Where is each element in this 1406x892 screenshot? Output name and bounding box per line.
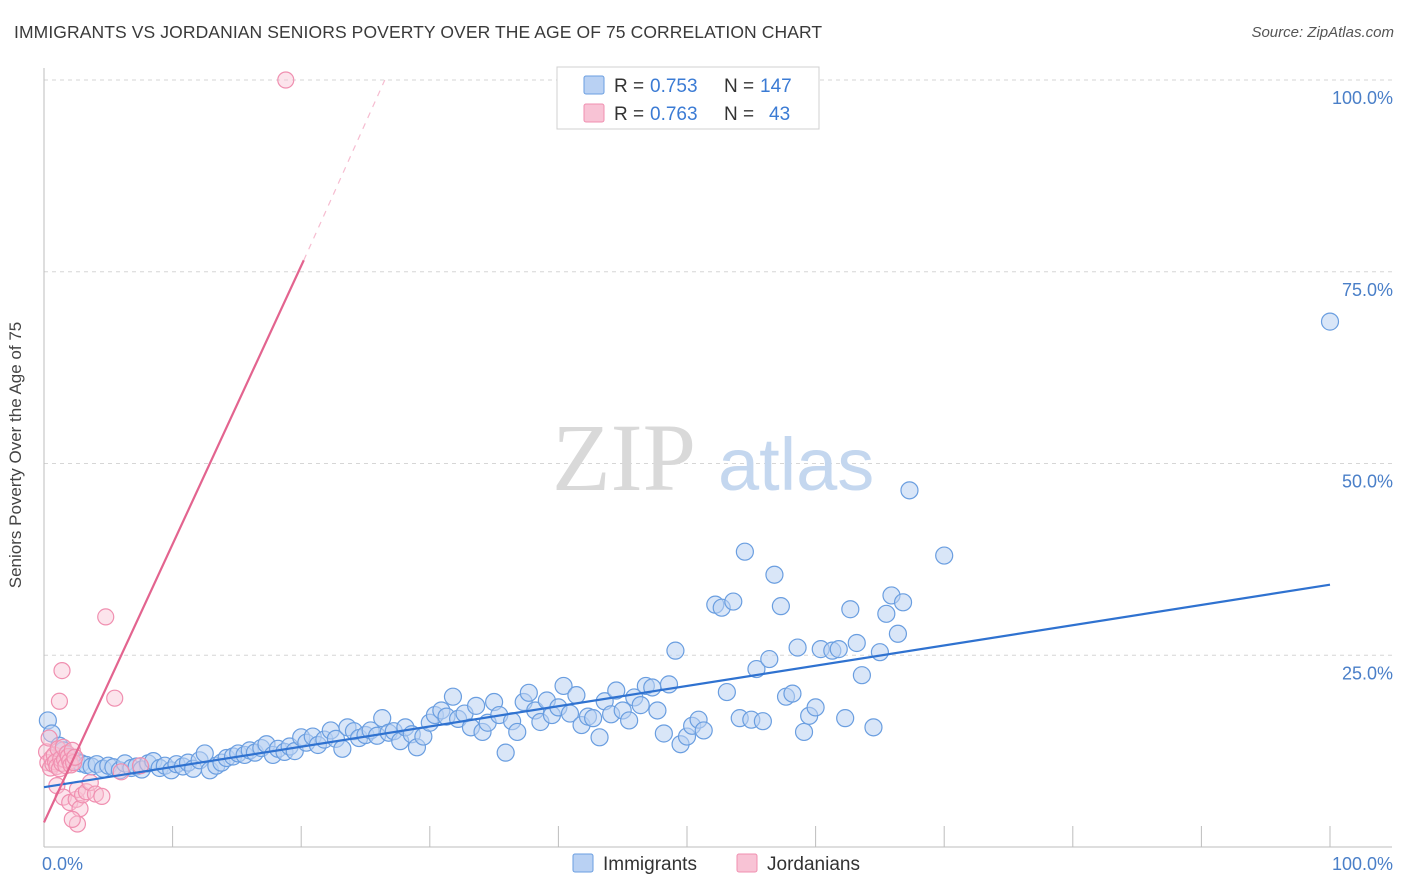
jordanians-point — [93, 787, 111, 805]
r-label-jordanians: R = — [614, 104, 644, 125]
jordanians-point — [131, 757, 150, 775]
immigrants-point — [900, 481, 919, 500]
jordanians-point — [68, 815, 87, 833]
immigrants-point — [847, 633, 866, 653]
jordanians-point — [53, 661, 71, 680]
immigrants-point — [841, 600, 860, 619]
chart-title: IMMIGRANTS VS JORDANIAN SENIORS POVERTY … — [14, 22, 823, 42]
immigrants-point — [717, 682, 736, 702]
axis-layer: 25.0% 50.0% 75.0% 100.0% 0.0% 100.0% — [42, 68, 1393, 874]
immigrants-point — [590, 728, 609, 747]
y-tick-label: 25.0% — [1342, 663, 1393, 683]
immigrants-point — [836, 709, 855, 728]
immigrants-point — [620, 711, 639, 730]
immigrants-point — [694, 721, 713, 740]
immigrants-point — [877, 604, 896, 623]
points-layer — [37, 71, 1340, 833]
immigrants-point — [888, 624, 908, 643]
n-value-immigrants: 147 — [760, 76, 792, 97]
immigrants-point — [935, 546, 954, 565]
immigrants-point — [771, 597, 790, 616]
grid-layer — [44, 79, 1392, 656]
immigrants-point — [519, 683, 538, 702]
immigrants-point — [788, 638, 807, 657]
immigrants-point — [496, 743, 515, 762]
jordanians-trend-line — [43, 259, 305, 823]
immigrants-point — [584, 709, 603, 728]
immigrants-point — [554, 676, 573, 696]
source-credit: Source: ZipAtlas.com — [1251, 24, 1394, 41]
immigrants-point — [765, 565, 784, 584]
r-label-immigrants: R = — [614, 76, 644, 97]
immigrants-point — [466, 696, 486, 715]
y-tick-label: 75.0% — [1342, 280, 1393, 300]
immigrants-point — [783, 684, 802, 703]
watermark: ZIP atlas — [552, 404, 874, 511]
immigrants-point — [760, 649, 779, 669]
x-tick-label: 100.0% — [1332, 854, 1393, 874]
r-value-immigrants: 0.753 — [650, 76, 698, 97]
jordanians-point — [277, 71, 295, 89]
immigrants-point — [666, 641, 685, 660]
jordanians-point — [63, 810, 81, 828]
n-label-immigrants: N = — [724, 76, 754, 97]
immigrants-point — [1320, 312, 1340, 331]
immigrants-point — [794, 722, 814, 742]
x-tick-label: 0.0% — [42, 854, 83, 874]
legend-immigrants-swatch — [572, 853, 594, 873]
stats-box: R = 0.753 N = 147 R = 0.763 N = 43 — [556, 66, 820, 130]
n-label-jordanians: N = — [724, 104, 754, 125]
jordanians-swatch — [583, 103, 605, 123]
watermark-atlas: atlas — [718, 423, 874, 506]
y-tick-label: 50.0% — [1342, 472, 1393, 492]
n-value-jordanians: 43 — [769, 104, 790, 125]
immigrants-point — [333, 739, 352, 758]
jordanians-point — [97, 608, 115, 626]
legend-jordanians-label: Jordanians — [767, 854, 860, 875]
immigrants-point — [631, 696, 650, 715]
y-tick-label: 100.0% — [1332, 88, 1393, 108]
immigrants-trend-line — [43, 583, 1331, 789]
immigrants-swatch — [583, 75, 605, 95]
trend-layer — [43, 79, 1331, 823]
immigrants-point — [508, 722, 527, 742]
immigrants-point — [724, 592, 743, 611]
immigrants-point — [864, 718, 883, 737]
immigrants-point — [893, 593, 913, 612]
immigrants-point — [806, 698, 825, 717]
watermark-zip: ZIP — [552, 404, 696, 511]
legend-immigrants-label: Immigrants — [603, 854, 697, 875]
immigrants-point — [829, 640, 848, 659]
legend-jordanians-swatch — [736, 853, 758, 873]
immigrants-point — [654, 724, 673, 743]
jordanians-trend-extension — [303, 79, 386, 261]
immigrants-point — [852, 666, 871, 685]
r-value-jordanians: 0.763 — [650, 104, 698, 125]
jordanians-point — [112, 763, 130, 781]
bottom-legend: Immigrants Jordanians — [572, 853, 860, 875]
immigrants-point — [443, 687, 463, 706]
jordanians-point — [106, 689, 124, 707]
immigrants-point — [753, 712, 772, 731]
immigrants-point — [648, 701, 667, 720]
jordanians-point — [50, 692, 69, 710]
immigrants-point — [607, 681, 626, 700]
immigrants-point — [870, 643, 890, 662]
immigrants-point — [735, 542, 754, 561]
immigrants-point — [567, 686, 586, 705]
